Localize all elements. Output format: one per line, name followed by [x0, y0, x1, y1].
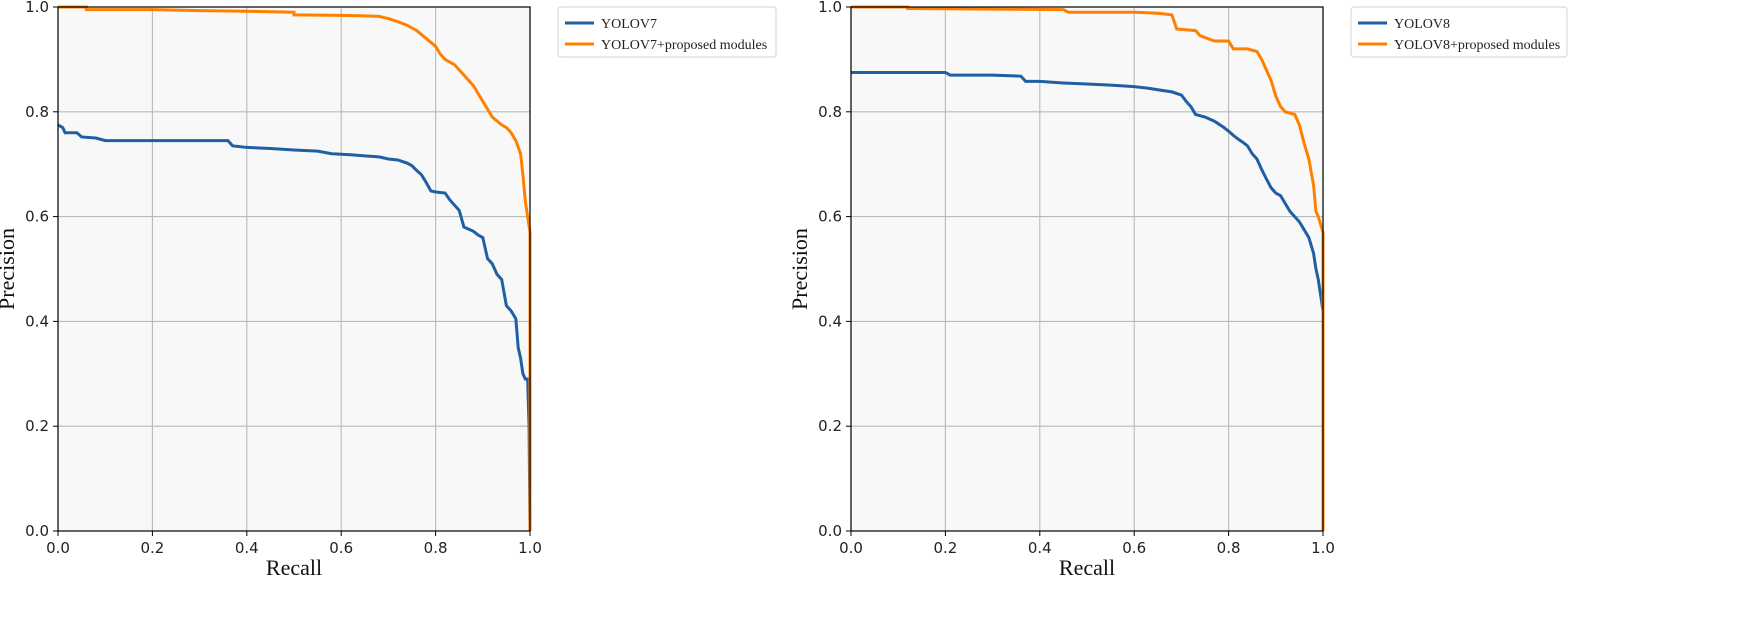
y-tick-label: 0.6	[25, 208, 49, 226]
legend-label-series-1: YOLOV8	[1394, 17, 1450, 32]
y-tick-label: 0.4	[818, 312, 842, 330]
y-axis-label: Precision	[787, 228, 812, 310]
x-axis-label: Recall	[1059, 555, 1115, 580]
legend-label-series-1: YOLOV7	[601, 17, 657, 32]
y-tick-label: 0.8	[818, 103, 842, 121]
y-tick-label: 0.6	[818, 208, 842, 226]
axes-frame	[57, 6, 531, 532]
series-group	[851, 5, 1325, 531]
x-tick-label: 0.8	[424, 539, 448, 557]
x-tick-label: 0.2	[933, 539, 957, 557]
x-axis-label: Recall	[266, 555, 322, 580]
tick-group: 0.0 0.2 0.4 0.6 0.8 1.0 0.0 0.2 0.4 0.6 0.8 1.0	[25, 0, 542, 557]
axes-frame	[850, 6, 1324, 532]
x-tick-label: 0.6	[329, 539, 353, 557]
series-line-yolov7	[57, 123, 532, 532]
legend-label-series-2: YOLOV7+proposed modules	[601, 38, 767, 53]
x-tick-label: 0.4	[1028, 539, 1052, 557]
plot-background	[851, 7, 1323, 531]
series-group	[57, 5, 532, 532]
y-tick-label: 0.0	[818, 522, 842, 540]
legend-label-series-2: YOLOV8+proposed modules	[1394, 38, 1560, 53]
series-line-yolov7-proposed-modules	[58, 5, 532, 531]
x-tick-label: 0.0	[839, 539, 863, 557]
series-line-yolov8-proposed-modules	[851, 5, 1325, 531]
x-tick-label: 0.4	[235, 539, 259, 557]
x-tick-label: 1.0	[1311, 539, 1335, 557]
y-axis-label: Precision	[0, 228, 19, 310]
x-tick-label: 0.2	[140, 539, 164, 557]
y-tick-label: 0.4	[25, 312, 49, 330]
chart-yolov7: 0.0 0.2 0.4 0.6 0.8 1.0 0.0 0.2 0.4 0.6 0.8 1.0 Rec…	[0, 0, 777, 580]
y-tick-label: 1.0	[25, 0, 49, 16]
y-tick-label: 0.2	[818, 417, 842, 435]
y-tick-label: 1.0	[818, 0, 842, 16]
y-tick-label: 0.8	[25, 103, 49, 121]
x-tick-label: 1.0	[518, 539, 542, 557]
y-tick-label: 0.2	[25, 417, 49, 435]
chart-yolov8: 0.0 0.2 0.4 0.6 0.8 1.0 0.0 0.2 0.4 0.6 0.8 1.0 Rec…	[787, 0, 1568, 580]
x-tick-label: 0.0	[46, 539, 70, 557]
tick-group: 0.0 0.2 0.4 0.6 0.8 1.0 0.0 0.2 0.4 0.6 0.8 1.0	[818, 0, 1335, 557]
series-line-yolov8	[851, 71, 1325, 531]
x-tick-label: 0.8	[1217, 539, 1241, 557]
y-tick-label: 0.0	[25, 522, 49, 540]
x-tick-label: 0.6	[1122, 539, 1146, 557]
legend-box	[1350, 6, 1568, 58]
plot-background	[58, 7, 530, 531]
legend-box	[557, 6, 777, 58]
